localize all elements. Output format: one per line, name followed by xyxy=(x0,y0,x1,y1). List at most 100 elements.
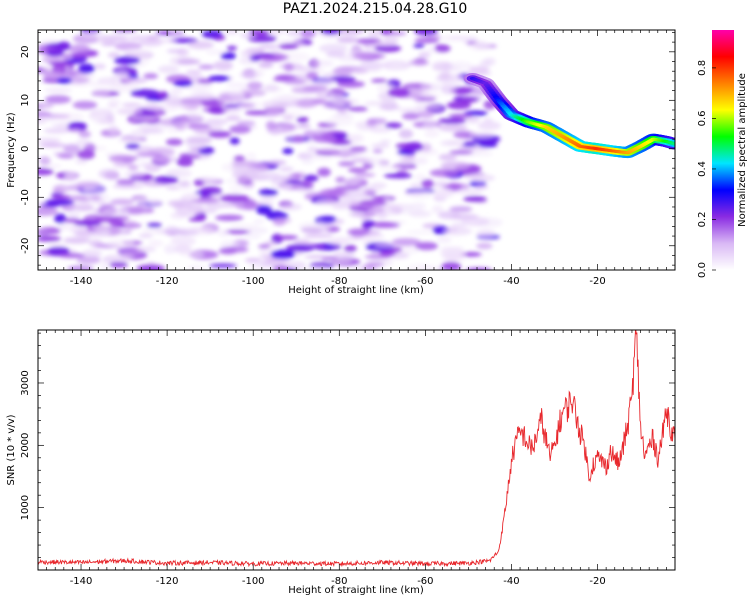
spectrogram-noise-cell xyxy=(128,164,139,171)
spectrogram-noise-cell xyxy=(270,249,296,260)
spectrogram-x-axis-label: Height of straight line (km) xyxy=(288,285,424,296)
spectrogram-noise-cell xyxy=(374,40,398,47)
snr-y-ticks: 1000 2000 3000 xyxy=(20,332,675,571)
spectrogram-noise-cell xyxy=(417,110,435,119)
spectrogram-noise-cell xyxy=(54,112,85,121)
spectrogram-noise-cell xyxy=(462,141,478,148)
spectrogram-noise-cell xyxy=(224,104,239,109)
spectrogram-noise-cell xyxy=(307,146,319,153)
spectrogram-noise-cell xyxy=(112,184,136,189)
spectrogram-noise-cell xyxy=(68,44,91,54)
spectrogram-noise-cell xyxy=(282,114,295,121)
spectrogram-noise-cell xyxy=(424,129,440,138)
spectrogram-noise-cell xyxy=(483,117,494,125)
spectrogram-noise-cell xyxy=(420,143,432,152)
spectrogram-noise-cell xyxy=(398,129,414,139)
spectrogram-noise-cell xyxy=(164,244,177,254)
spectrogram-noise-cell xyxy=(170,236,196,247)
spectrogram-noise-cell xyxy=(387,87,411,98)
spectrogram-noise-cell xyxy=(154,38,178,43)
spectrogram-noise-cell xyxy=(344,244,357,252)
spectrogram-noise-cell xyxy=(282,148,294,155)
snr-background xyxy=(38,330,675,570)
spectrogram-noise-cell xyxy=(435,180,449,186)
spectrogram-noise-cell xyxy=(188,217,206,222)
spectrogram-noise-cell xyxy=(302,85,329,92)
spectrogram-noise-cell xyxy=(398,156,414,166)
spectrogram-noise-cell xyxy=(109,261,129,268)
spectrogram-noise-cell xyxy=(304,232,334,239)
spectrogram-noise-cell xyxy=(58,253,85,258)
spectrogram-noise-cell xyxy=(442,227,473,236)
spectrogram-noise-cell xyxy=(371,143,390,149)
spectrogram-noise-cell xyxy=(325,258,353,264)
spectrogram-y-tick-label: -20 xyxy=(20,238,31,254)
spectrogram-noise-cell xyxy=(337,80,365,88)
spectrogram-noise-cell xyxy=(138,123,163,130)
spectrogram-noise-cell xyxy=(121,102,142,107)
spectrogram-noise-cell xyxy=(116,179,135,186)
spectrogram-noise-cell xyxy=(438,123,468,132)
spectrogram-noise-cell xyxy=(461,216,490,227)
spectrogram-noise-cell xyxy=(441,261,462,270)
spectrogram-noise-cell xyxy=(247,81,263,90)
spectrogram-noise-cell xyxy=(224,178,249,184)
spectrogram-noise-cell xyxy=(166,48,186,54)
spectrogram-noise-cell xyxy=(410,202,426,210)
spectrogram-x-tick-label: -120 xyxy=(156,276,179,287)
spectrogram-noise-cell xyxy=(244,258,262,263)
spectrogram-noise-cell xyxy=(475,229,496,239)
spectrogram-noise-cell xyxy=(176,157,194,167)
spectrogram-noise-cell xyxy=(338,161,356,167)
snr-x-tick-label: -120 xyxy=(156,576,179,587)
colorbar-tick-label: 0.6 xyxy=(697,110,708,126)
spectrogram-noise-cell xyxy=(301,159,314,165)
spectrogram-noise-cell xyxy=(398,107,423,113)
spectrogram-noise-cell xyxy=(187,264,206,270)
spectrogram-noise-cell xyxy=(123,170,146,178)
spectrogram-noise-cell xyxy=(300,30,316,39)
spectrogram-noise-cell xyxy=(213,60,234,71)
spectrogram-noise-cell xyxy=(105,253,135,259)
spectrogram-noise-cell xyxy=(174,244,192,254)
spectrogram-noise-cell xyxy=(237,101,262,109)
spectrogram-noise-cell xyxy=(91,88,111,96)
spectrogram-noise-cell xyxy=(460,97,478,103)
snr-x-ticks: -140 -120 -100 -80 -60 -40 -20 xyxy=(37,330,676,587)
spectrogram-noise-cell xyxy=(298,221,327,231)
spectrogram-noise-cell xyxy=(175,206,203,217)
spectrogram-noise-cell xyxy=(331,98,360,106)
spectrogram-noise-cell xyxy=(44,199,75,206)
spectrogram-noise-cell xyxy=(38,206,59,216)
spectrogram-noise-cell xyxy=(350,133,365,144)
spectrogram-noise-cell xyxy=(446,61,474,72)
spectrogram-noise-cell xyxy=(278,166,294,172)
spectrogram-noise-cell xyxy=(165,138,183,146)
colorbar-label: Normalized spectral amplitude xyxy=(737,73,748,227)
spectrogram-noise-cell xyxy=(406,230,434,235)
spectrogram-noise-cell xyxy=(331,152,356,157)
spectrogram-noise-cell xyxy=(260,260,277,265)
spectrogram-noise-cell xyxy=(110,198,135,206)
spectrogram-noise-cell xyxy=(476,242,493,250)
spectrogram-noise-cell xyxy=(151,156,179,163)
spectrogram-noise-cell xyxy=(324,135,337,144)
spectrogram-noise-cell xyxy=(197,78,214,85)
spectrogram-noise-cell xyxy=(431,61,452,71)
spectrogram-noise-cell xyxy=(366,156,388,166)
spectrogram-noise-cell xyxy=(264,240,278,246)
spectrogram-noise-cell xyxy=(258,44,280,50)
snr-y-tick-label: 2000 xyxy=(20,433,31,458)
spectrogram-noise-cell xyxy=(469,65,490,75)
spectrogram-noise-cell xyxy=(207,106,228,115)
spectrogram-noise-cell xyxy=(220,52,237,60)
spectrogram-noise-cell xyxy=(132,197,162,205)
spectrogram-noise-cell xyxy=(68,202,94,208)
spectrogram-noise-cell xyxy=(116,108,144,115)
spectrogram-noise-cell xyxy=(256,205,273,215)
spectrogram-noise-cell xyxy=(141,129,165,134)
spectrogram-noise-cell xyxy=(38,137,61,144)
spectrogram-noise-cell xyxy=(63,171,78,178)
spectrogram-noise-cell xyxy=(38,110,52,118)
